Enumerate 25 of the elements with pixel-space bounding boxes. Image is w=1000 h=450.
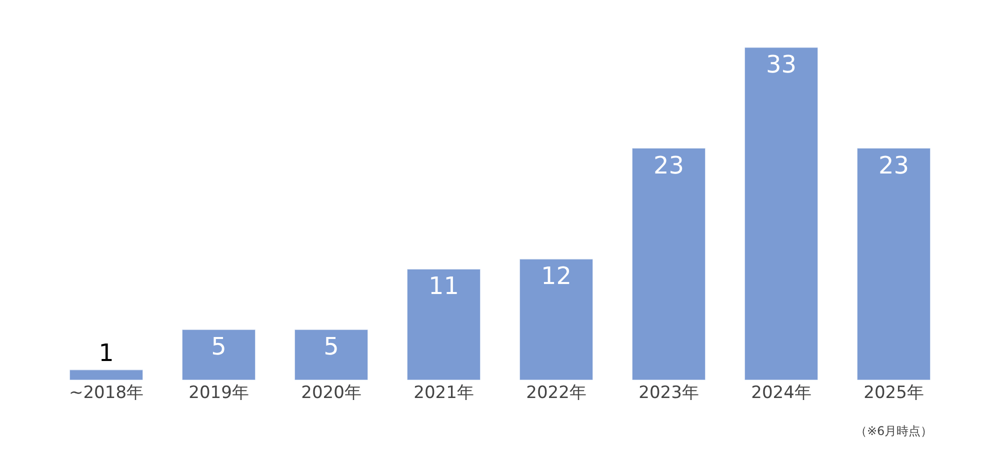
data-label: 23 xyxy=(878,151,910,180)
x-tick-label: 2024年 xyxy=(751,383,812,403)
text: （※6月時点） xyxy=(855,424,933,438)
x-tick-label: 2019年 xyxy=(188,383,249,403)
x-tick-label: 2020年 xyxy=(301,383,362,403)
bar xyxy=(182,329,256,380)
bar xyxy=(406,268,481,380)
x-tick-label: 2025年 xyxy=(864,383,924,403)
bar xyxy=(744,47,818,380)
data-label: 11 xyxy=(428,272,460,300)
data-label: 5 xyxy=(211,332,226,361)
bar xyxy=(519,258,594,380)
data-label: 12 xyxy=(540,262,572,290)
x-tick-label: 2022年 xyxy=(526,383,586,403)
data-label: 33 xyxy=(766,50,797,78)
data-label: 1 xyxy=(98,338,114,367)
bar xyxy=(69,370,144,380)
x-tick-label: 2023年 xyxy=(638,383,699,403)
data-label: 23 xyxy=(653,151,684,180)
bar xyxy=(632,148,706,380)
x-tick-label: ~2018年 xyxy=(68,383,144,403)
x-tick-label: 2021年 xyxy=(414,383,474,403)
bar xyxy=(294,329,368,380)
bar xyxy=(856,148,931,380)
data-label: 5 xyxy=(324,332,339,361)
